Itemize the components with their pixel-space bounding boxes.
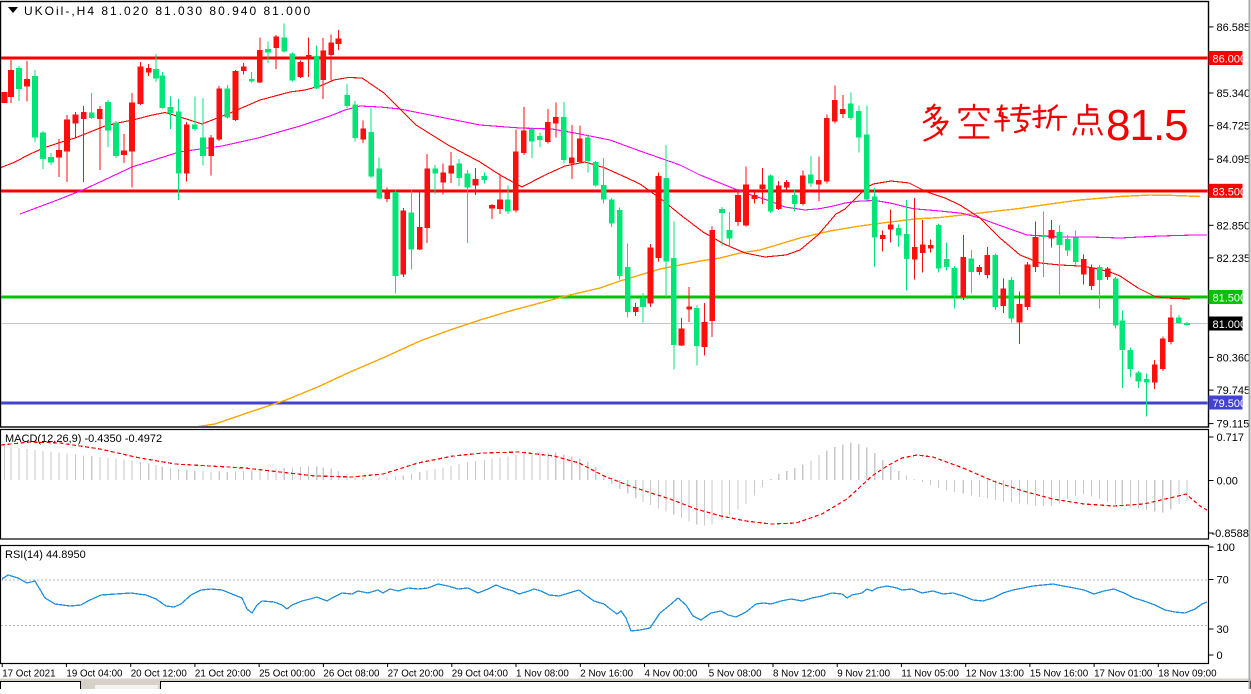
svg-text:1 Nov 08:00: 1 Nov 08:00 xyxy=(516,669,569,680)
svg-text:100: 100 xyxy=(1217,542,1235,554)
svg-text:17 Nov 01:00: 17 Nov 01:00 xyxy=(1094,669,1153,680)
svg-text:27 Oct 20:00: 27 Oct 20:00 xyxy=(388,669,445,680)
svg-text:15 Nov 16:00: 15 Nov 16:00 xyxy=(1030,669,1089,680)
svg-text:79.115: 79.115 xyxy=(1217,419,1250,431)
svg-text:85.340: 85.340 xyxy=(1217,88,1251,100)
svg-text:70: 70 xyxy=(1217,575,1229,587)
svg-text:21 Oct 20:00: 21 Oct 20:00 xyxy=(195,669,252,680)
svg-text:82.235: 82.235 xyxy=(1217,253,1251,265)
svg-text:-0.8588: -0.8588 xyxy=(1212,528,1249,540)
svg-text:84.095: 84.095 xyxy=(1217,154,1251,166)
svg-text:8 Nov 12:00: 8 Nov 12:00 xyxy=(773,669,826,680)
svg-text:11 Nov 05:00: 11 Nov 05:00 xyxy=(901,669,959,680)
svg-text:12 Nov 13:00: 12 Nov 13:00 xyxy=(966,669,1025,680)
svg-text:MACD(12,26,9) -0.4350 -0.4972: MACD(12,26,9) -0.4350 -0.4972 xyxy=(5,433,162,445)
svg-text:30: 30 xyxy=(1217,624,1229,636)
svg-text:80.360: 80.360 xyxy=(1217,352,1251,364)
svg-text:86.585: 86.585 xyxy=(1217,22,1251,34)
svg-text:84.725: 84.725 xyxy=(1217,121,1251,133)
svg-text:9 Nov 21:00: 9 Nov 21:00 xyxy=(837,669,890,680)
svg-text:UKOil-,H4 81.020 81.030 80.94: UKOil-,H4 81.020 81.030 80.940 81.000 xyxy=(24,4,312,18)
svg-text:79.745: 79.745 xyxy=(1217,385,1251,397)
svg-text:2 Nov 16:00: 2 Nov 16:00 xyxy=(580,669,633,680)
svg-text:20 Oct 12:00: 20 Oct 12:00 xyxy=(131,669,188,680)
svg-text:19 Oct 04:00: 19 Oct 04:00 xyxy=(66,669,123,680)
svg-text:83.500: 83.500 xyxy=(1213,186,1247,198)
svg-text:0.00: 0.00 xyxy=(1217,476,1238,488)
svg-text:29 Oct 04:00: 29 Oct 04:00 xyxy=(452,669,509,680)
svg-text:82.850: 82.850 xyxy=(1217,220,1251,232)
svg-text:0.717: 0.717 xyxy=(1217,432,1245,444)
svg-text:81.000: 81.000 xyxy=(1213,319,1247,331)
svg-text:25 Oct 00:00: 25 Oct 00:00 xyxy=(259,669,316,680)
svg-text:18 Nov 09:00: 18 Nov 09:00 xyxy=(1158,669,1217,680)
svg-text:79.500: 79.500 xyxy=(1213,398,1247,410)
svg-text:26 Oct 08:00: 26 Oct 08:00 xyxy=(323,669,380,680)
svg-text:5 Nov 08:00: 5 Nov 08:00 xyxy=(709,669,762,680)
svg-text:81.5: 81.5 xyxy=(1106,101,1188,150)
svg-text:86.000: 86.000 xyxy=(1213,54,1247,66)
svg-text:4 Nov 00:00: 4 Nov 00:00 xyxy=(645,669,698,680)
svg-text:RSI(14) 44.8950: RSI(14) 44.8950 xyxy=(5,549,86,561)
svg-text:0: 0 xyxy=(1217,650,1223,662)
svg-text:81.500: 81.500 xyxy=(1213,293,1247,305)
svg-text:17 Oct 2021: 17 Oct 2021 xyxy=(2,669,55,680)
